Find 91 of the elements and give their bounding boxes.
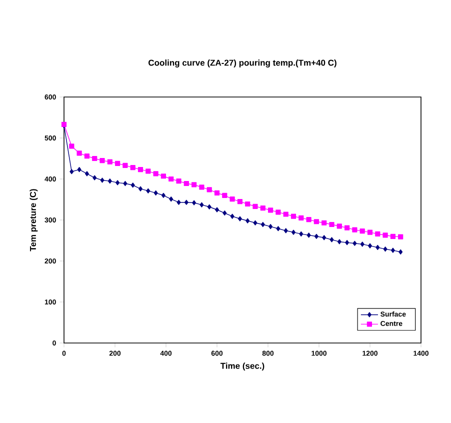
point [222, 192, 228, 198]
x-axis-title: Time (sec.) [220, 362, 264, 371]
point [390, 234, 396, 239]
point [130, 164, 136, 170]
point [70, 169, 74, 174]
point [368, 243, 372, 248]
point [160, 174, 166, 179]
point [116, 180, 120, 186]
point [214, 190, 220, 196]
point [222, 210, 227, 216]
point [199, 184, 204, 190]
point [375, 231, 380, 236]
point [352, 227, 358, 232]
point [306, 232, 311, 238]
chart-title: Cooling curve (ZA-27) pouring temp.(Tm+40 C) [148, 60, 336, 68]
point [291, 230, 296, 235]
point [230, 214, 234, 219]
point [153, 171, 158, 176]
point [314, 219, 319, 224]
point [184, 200, 188, 205]
point [100, 178, 104, 183]
point [115, 160, 120, 166]
y-axis-title: Tem preture (C) [30, 189, 38, 252]
point [230, 196, 235, 202]
point [284, 228, 288, 234]
point [322, 235, 326, 240]
point [92, 175, 97, 180]
point [252, 204, 258, 210]
point [207, 204, 212, 210]
point [130, 182, 135, 188]
point [344, 225, 350, 230]
point [138, 167, 144, 172]
point [306, 217, 312, 222]
point [268, 224, 273, 230]
point [253, 220, 258, 226]
point [122, 162, 128, 168]
point [329, 222, 334, 228]
point [238, 216, 242, 222]
point [260, 222, 265, 228]
point [176, 178, 182, 184]
point [237, 198, 242, 204]
point [290, 214, 296, 219]
point [330, 237, 334, 242]
point [352, 240, 357, 246]
point [314, 234, 318, 239]
point [245, 201, 250, 207]
point [390, 248, 395, 253]
point [268, 208, 274, 213]
point [192, 200, 196, 206]
point [398, 234, 404, 240]
point [276, 210, 281, 215]
point [176, 200, 181, 205]
point [246, 218, 250, 224]
point [192, 182, 197, 188]
point [200, 202, 204, 208]
point [367, 230, 373, 235]
point [169, 196, 174, 202]
point [398, 249, 403, 255]
point [84, 153, 90, 159]
point [146, 188, 150, 194]
point [76, 150, 82, 156]
point [161, 192, 166, 198]
point [146, 168, 151, 174]
point [108, 178, 112, 184]
point [184, 180, 189, 186]
point [84, 171, 89, 176]
point [376, 244, 380, 250]
point [382, 232, 388, 238]
point [322, 220, 327, 226]
point [206, 187, 212, 192]
point [360, 242, 364, 247]
point [100, 158, 105, 164]
point [215, 207, 219, 212]
point [154, 190, 158, 196]
point [336, 224, 342, 229]
point [138, 186, 143, 192]
point [276, 226, 280, 232]
point [77, 167, 82, 172]
point [283, 212, 288, 217]
point [69, 144, 74, 149]
point [298, 215, 304, 220]
point [360, 228, 365, 234]
point [123, 180, 128, 186]
point [168, 176, 174, 182]
point [260, 206, 266, 211]
point [299, 231, 304, 236]
point [383, 246, 388, 252]
point [337, 239, 342, 244]
point [107, 159, 112, 164]
point [92, 156, 98, 162]
point [345, 240, 350, 246]
